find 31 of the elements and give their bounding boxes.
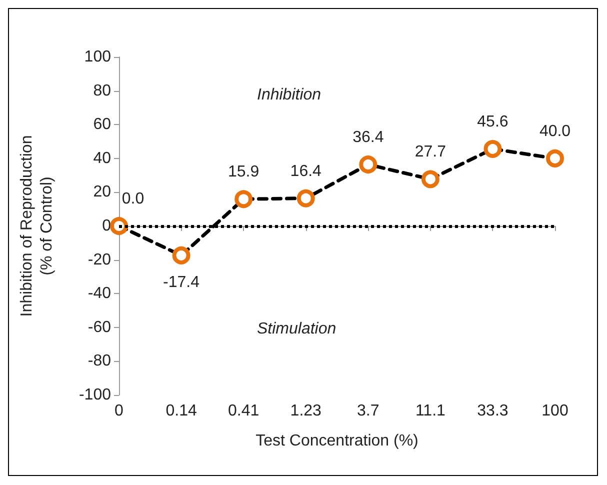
data-label: 45.6 [477, 113, 508, 130]
data-label: 40.0 [539, 122, 571, 140]
x-tick-label: 3.7 [357, 402, 380, 420]
y-tick-label: -80 [88, 352, 112, 370]
y-tick-label: 60 [93, 116, 112, 134]
annotation: Inhibition [257, 86, 322, 104]
data-label: 15.9 [228, 164, 260, 181]
data-label: 36.4 [352, 128, 384, 146]
y-tick-label: -60 [88, 318, 112, 336]
x-tick-label: 0 [114, 402, 124, 420]
data-label: 27.7 [414, 144, 446, 161]
y-tick-label: -100 [78, 386, 112, 404]
y-tick-label: 20 [93, 184, 112, 201]
y-tick-label: 100 [84, 48, 112, 66]
y-tick-label: 40 [93, 150, 112, 167]
x-tick-label: 11.1 [415, 402, 446, 420]
x-tick-label: 33.3 [477, 402, 508, 420]
x-tick-label: 1.23 [290, 402, 322, 420]
data-label: 0.0 [122, 190, 144, 208]
data-label: -17.4 [163, 274, 200, 291]
x-tick-label: 0.14 [166, 402, 197, 420]
y-axis-title: Inhibition of Reproduction (% of Control) [18, 135, 56, 317]
y-tick-label: 0 [102, 218, 112, 234]
x-axis-title: Test Concentration (%) [256, 432, 418, 450]
data-label: 16.4 [290, 162, 322, 180]
y-tick-label: -40 [88, 285, 112, 302]
x-tick-label: 0.41 [228, 402, 260, 420]
y-tick-label: -20 [88, 251, 112, 268]
y-tick-label: 80 [93, 82, 112, 100]
annotation: Stimulation [257, 320, 336, 338]
x-tick-label: 100 [542, 402, 568, 420]
